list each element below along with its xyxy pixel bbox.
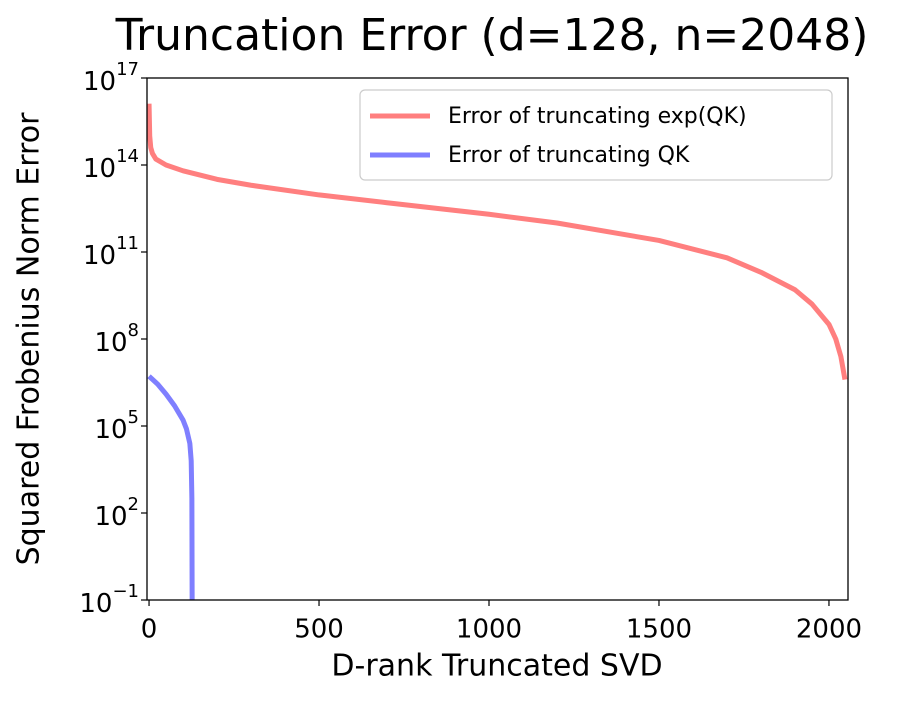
y-tick-label: 105	[94, 407, 139, 445]
y-tick-label: 1017	[83, 59, 139, 97]
plot-lines	[147, 103, 848, 600]
x-tick-label: 2000	[796, 615, 862, 645]
legend-label: Error of truncating exp(QK)	[448, 104, 747, 129]
legend-box	[359, 89, 833, 181]
y-axis-label: Squared Frobenius Norm Error	[12, 112, 47, 565]
y-tick-label: 108	[94, 320, 139, 358]
x-axis-label: D-rank Truncated SVD	[331, 649, 662, 684]
series-line	[147, 103, 848, 380]
chart-title: Truncation Error (d=128, n=2048)	[115, 10, 869, 61]
legend-label: Error of truncating QK	[448, 143, 690, 168]
y-tick-label: 1014	[83, 146, 139, 184]
y-tick-label: 1011	[83, 233, 139, 271]
y-tick-label: 10−1	[79, 581, 139, 619]
x-tick-label: 1500	[626, 615, 692, 645]
x-tick-label: 0	[141, 615, 158, 645]
series-line	[147, 374, 195, 600]
y-tick-label: 102	[94, 494, 139, 532]
x-tick-label: 1000	[456, 615, 522, 645]
x-tick-label: 500	[294, 615, 344, 645]
